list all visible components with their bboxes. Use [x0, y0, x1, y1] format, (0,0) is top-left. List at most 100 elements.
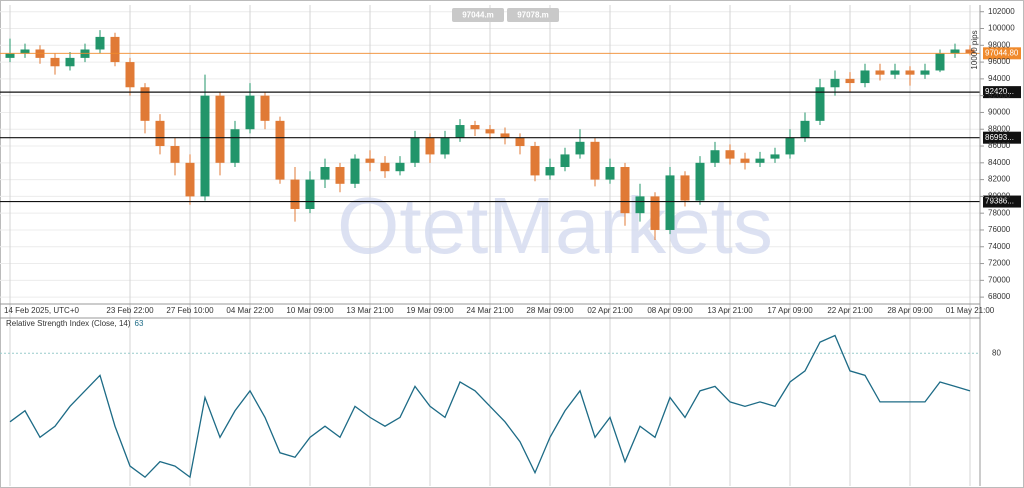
y-tick-label: 100000: [988, 24, 1015, 33]
candle-body: [740, 158, 750, 163]
candle-body: [770, 154, 780, 159]
candle-body: [170, 146, 180, 163]
y-tick-label: 70000: [988, 275, 1011, 284]
price-line-tag: [983, 131, 1021, 144]
y-tick-label: 68000: [988, 292, 1011, 301]
candle-body: [785, 137, 795, 155]
candle-body: [305, 179, 315, 209]
candle-body: [725, 150, 735, 159]
y-tick-label: 102000: [988, 7, 1015, 16]
y-tick-label: 90000: [988, 108, 1011, 117]
y-tick-label: 82000: [988, 175, 1011, 184]
candle-body: [425, 137, 435, 155]
candle-body: [860, 70, 870, 84]
price-line-label: 86993...: [985, 133, 1014, 142]
candle-body: [50, 57, 60, 67]
x-tick-label: 01 May 21:00: [946, 306, 995, 315]
x-tick-label: 24 Mar 21:00: [466, 306, 514, 315]
candle-body: [920, 70, 930, 75]
price-line-label: 79386...: [985, 197, 1014, 206]
y-tick-label: 88000: [988, 124, 1011, 133]
candle-body: [485, 129, 495, 134]
x-tick-label: 28 Mar 09:00: [526, 306, 574, 315]
marks-layer: 97044.80 92420... 86993... 79386...: [0, 30, 1021, 479]
x-tick-label: 10 Mar 09:00: [286, 306, 334, 315]
price-line-tag: [983, 195, 1021, 208]
candle-body: [200, 95, 210, 197]
y-tick-label: 94000: [988, 74, 1011, 83]
rsi-tick-label: 80: [992, 348, 1001, 357]
candle-body: [365, 158, 375, 163]
candle-body: [830, 78, 840, 88]
candle-body: [545, 167, 555, 176]
candle-body: [455, 125, 465, 138]
price-line-label: 97044.80: [985, 48, 1019, 57]
candle-body: [590, 141, 600, 180]
rsi-title: Relative Strength Index (Close, 14): [6, 319, 131, 328]
x-tick-label: 19 Mar 09:00: [406, 306, 454, 315]
y-tick-label: 86000: [988, 141, 1011, 150]
x-tick-label: 27 Feb 10:00: [166, 306, 214, 315]
candle-body: [575, 141, 585, 155]
x-tick-label: 28 Apr 09:00: [887, 306, 933, 315]
candle-body: [515, 137, 525, 147]
y-tick-label: 78000: [988, 208, 1011, 217]
candle-body: [935, 53, 945, 71]
candle-body: [950, 49, 960, 54]
candle-body: [530, 146, 540, 176]
y-tick-label: 76000: [988, 225, 1011, 234]
candle-body: [965, 49, 975, 54]
candle-body: [95, 36, 105, 50]
candle-body: [500, 133, 510, 138]
candle-body: [410, 137, 420, 163]
candle-body: [275, 120, 285, 180]
candle-body: [215, 95, 225, 163]
x-tick-label: 04 Mar 22:00: [226, 306, 274, 315]
candle-body: [665, 175, 675, 230]
y-tick-label: 92000: [988, 91, 1011, 100]
candle-body: [635, 196, 645, 214]
candle-body: [335, 167, 345, 184]
x-tick-label: 17 Apr 09:00: [767, 306, 813, 315]
x-tick-label: 02 Apr 21:00: [587, 306, 633, 315]
candle-body: [650, 196, 660, 230]
x-tick-label: 13 Apr 21:00: [707, 306, 753, 315]
candle-body: [230, 129, 240, 163]
candle-body: [5, 53, 15, 58]
x-tick-label: 22 Apr 21:00: [827, 306, 873, 315]
price-line-tag: [983, 86, 1021, 99]
x-tick-label: 14 Feb 2025, UTC+0: [4, 306, 79, 315]
candle-body: [260, 95, 270, 121]
candle-body: [800, 120, 810, 138]
candle-body: [110, 36, 120, 63]
candle-body: [560, 154, 570, 168]
watermark: OtetMarkets: [337, 181, 773, 270]
candle-body: [890, 70, 900, 75]
rsi-line: [9, 334, 971, 479]
candle-body: [320, 167, 330, 180]
ask-chip[interactable]: [507, 8, 559, 22]
y-tick-label: 74000: [988, 242, 1011, 251]
ask-price: 97078.m: [517, 11, 549, 20]
y-tick-label: 80000: [988, 192, 1011, 201]
candle-body: [380, 162, 390, 172]
price-line-label: 92420...: [985, 87, 1014, 96]
candle-body: [620, 167, 630, 214]
candle-body: [470, 125, 480, 130]
candle-body: [125, 62, 135, 88]
candle-body: [20, 49, 30, 54]
candle-body: [905, 70, 915, 75]
bid-chip[interactable]: [452, 8, 504, 22]
y-tick-label: 84000: [988, 158, 1011, 167]
y-tick-label: 72000: [988, 259, 1011, 268]
price-line-tag: [983, 47, 1021, 60]
x-tick-label: 23 Feb 22:00: [106, 306, 154, 315]
candle-body: [440, 137, 450, 155]
candle-body: [395, 162, 405, 172]
candle-body: [290, 179, 300, 209]
candle-body: [245, 95, 255, 130]
y-tick-label: 98000: [988, 40, 1011, 49]
candle-body: [695, 162, 705, 201]
candle-body: [710, 150, 720, 163]
